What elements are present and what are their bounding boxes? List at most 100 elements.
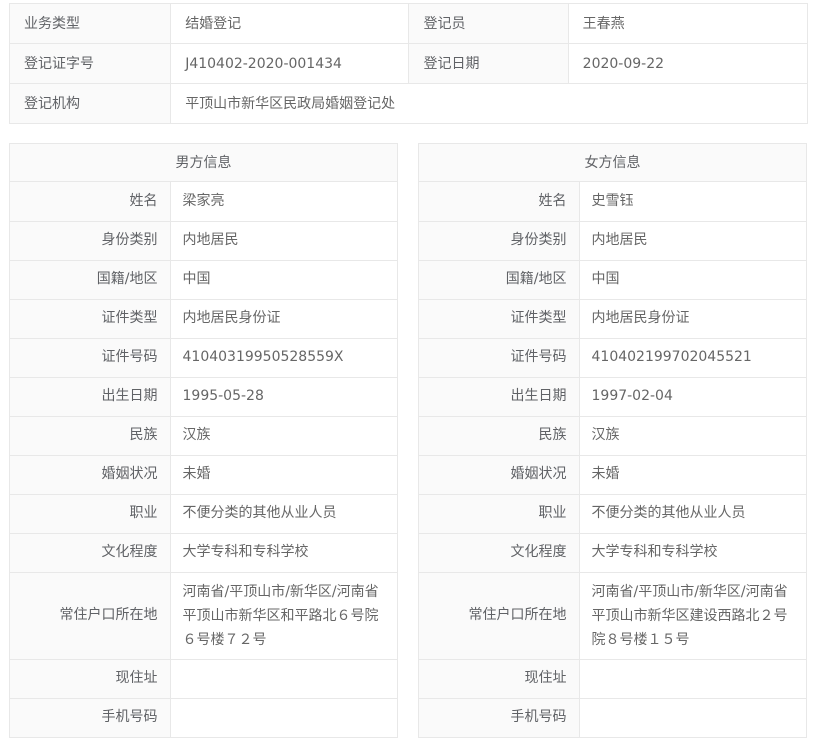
certificate-number-label: 登记证字号 — [9, 43, 172, 84]
female-field-label: 民族 — [419, 416, 580, 456]
female-field-label: 出生日期 — [419, 377, 580, 417]
table-row: 姓名 梁家亮 — [10, 182, 398, 222]
male-field-label: 证件号码 — [10, 338, 171, 378]
male-field-label: 民族 — [10, 416, 171, 456]
table-row: 出生日期 1997-02-04 — [419, 377, 807, 417]
female-field-value: 内地居民 — [579, 221, 807, 261]
male-info-panel: 男方信息 姓名 梁家亮 身份类别 内地居民 国籍/地区 中国 证件类型 内地居民身份证 证件号码… — [9, 143, 398, 738]
female-field-label: 婚姻状况 — [419, 455, 580, 495]
male-field-label: 出生日期 — [10, 377, 171, 417]
female-field-value — [579, 659, 807, 699]
male-field-value: 1995-05-28 — [170, 377, 398, 417]
male-field-value — [170, 659, 398, 699]
male-field-value: 河南省/平顶山市/新华区/河南省平顶山市新华区和平路北６号院６号楼７２号 — [170, 572, 398, 660]
male-field-value: 不便分类的其他从业人员 — [170, 494, 398, 534]
table-row: 婚姻状况 未婚 — [419, 455, 807, 495]
male-field-label: 手机号码 — [10, 698, 171, 738]
female-field-label: 手机号码 — [419, 698, 580, 738]
business-type-value: 结婚登记 — [170, 3, 410, 44]
female-field-value: 史雪钰 — [579, 182, 807, 222]
female-field-label: 常住户口所在地 — [419, 572, 580, 660]
table-row: 文化程度 大学专科和专科学校 — [10, 533, 398, 573]
table-row: 业务类型 结婚登记 登记员 王春燕 — [9, 3, 809, 44]
female-field-value: 410402199702045521 — [579, 338, 807, 378]
registration-date-label: 登记日期 — [408, 43, 569, 84]
table-row: 登记证字号 J410402-2020-001434 登记日期 2020-09-2… — [9, 43, 809, 84]
table-row: 国籍/地区 中国 — [419, 260, 807, 300]
male-field-value: 汉族 — [170, 416, 398, 456]
table-row: 常住户口所在地 河南省/平顶山市/新华区/河南省平顶山市新华区和平路北６号院６号楼… — [10, 572, 398, 660]
male-field-label: 现住址 — [10, 659, 171, 699]
female-field-label: 现住址 — [419, 659, 580, 699]
female-info-panel: 女方信息 姓名 史雪钰 身份类别 内地居民 国籍/地区 中国 证件类型 内地居民身份证 证件号码… — [418, 143, 807, 738]
male-field-value: 大学专科和专科学校 — [170, 533, 398, 573]
registration-date-value: 2020-09-22 — [568, 43, 809, 84]
table-row: 职业 不便分类的其他从业人员 — [10, 494, 398, 534]
registration-office-label: 登记机构 — [9, 83, 172, 124]
male-field-label: 身份类别 — [10, 221, 171, 261]
registration-office-value: 平顶山市新华区民政局婚姻登记处 — [170, 83, 808, 124]
table-row: 常住户口所在地 河南省/平顶山市/新华区/河南省平顶山市新华区建设西路北２号院８号… — [419, 572, 807, 660]
female-field-value: 内地居民身份证 — [579, 299, 807, 339]
male-field-value: 内地居民 — [170, 221, 398, 261]
table-row: 姓名 史雪钰 — [419, 182, 807, 222]
table-row: 证件类型 内地居民身份证 — [10, 299, 398, 339]
female-field-value: 大学专科和专科学校 — [579, 533, 807, 573]
male-field-value — [170, 698, 398, 738]
business-type-label: 业务类型 — [9, 3, 172, 44]
male-field-value: 未婚 — [170, 455, 398, 495]
male-field-value: 41040319950528559X — [170, 338, 398, 378]
table-row: 身份类别 内地居民 — [10, 221, 398, 261]
table-row: 手机号码 — [10, 698, 398, 738]
male-panel-title: 男方信息 — [10, 144, 398, 182]
female-field-value — [579, 698, 807, 738]
table-row: 民族 汉族 — [10, 416, 398, 456]
table-row: 国籍/地区 中国 — [10, 260, 398, 300]
registrar-label: 登记员 — [408, 3, 569, 44]
female-field-label: 国籍/地区 — [419, 260, 580, 300]
table-row: 民族 汉族 — [419, 416, 807, 456]
female-panel-title: 女方信息 — [419, 144, 807, 182]
male-field-label: 国籍/地区 — [10, 260, 171, 300]
party-info-panels: 男方信息 姓名 梁家亮 身份类别 内地居民 国籍/地区 中国 证件类型 内地居民身份证 证件号码… — [9, 143, 808, 738]
table-row: 婚姻状况 未婚 — [10, 455, 398, 495]
male-field-label: 常住户口所在地 — [10, 572, 171, 660]
female-field-label: 证件号码 — [419, 338, 580, 378]
male-field-label: 姓名 — [10, 182, 171, 222]
female-field-label: 姓名 — [419, 182, 580, 222]
male-field-label: 证件类型 — [10, 299, 171, 339]
table-row: 身份类别 内地居民 — [419, 221, 807, 261]
male-field-label: 婚姻状况 — [10, 455, 171, 495]
female-field-value: 未婚 — [579, 455, 807, 495]
table-row: 现住址 — [419, 659, 807, 699]
female-field-label: 职业 — [419, 494, 580, 534]
female-field-value: 1997-02-04 — [579, 377, 807, 417]
table-row: 出生日期 1995-05-28 — [10, 377, 398, 417]
male-field-label: 文化程度 — [10, 533, 171, 573]
table-row: 证件类型 内地居民身份证 — [419, 299, 807, 339]
table-row: 文化程度 大学专科和专科学校 — [419, 533, 807, 573]
female-field-value: 不便分类的其他从业人员 — [579, 494, 807, 534]
female-info-table: 姓名 史雪钰 身份类别 内地居民 国籍/地区 中国 证件类型 内地居民身份证 证件号码 41040… — [419, 182, 807, 738]
female-field-label: 文化程度 — [419, 533, 580, 573]
male-field-value: 内地居民身份证 — [170, 299, 398, 339]
female-field-value: 中国 — [579, 260, 807, 300]
table-row: 登记机构 平顶山市新华区民政局婚姻登记处 — [9, 83, 808, 124]
table-row: 证件号码 410402199702045521 — [419, 338, 807, 378]
female-field-label: 身份类别 — [419, 221, 580, 261]
male-field-value: 中国 — [170, 260, 398, 300]
male-info-table: 姓名 梁家亮 身份类别 内地居民 国籍/地区 中国 证件类型 内地居民身份证 证件号码 41040… — [10, 182, 398, 738]
table-row: 手机号码 — [419, 698, 807, 738]
male-field-value: 梁家亮 — [170, 182, 398, 222]
table-row: 证件号码 41040319950528559X — [10, 338, 398, 378]
female-field-value: 河南省/平顶山市/新华区/河南省平顶山市新华区建设西路北２号院８号楼１５号 — [579, 572, 807, 660]
registration-summary-table: 业务类型 结婚登记 登记员 王春燕 登记证字号 J410402-2020-001… — [9, 3, 809, 124]
table-row: 现住址 — [10, 659, 398, 699]
female-field-value: 汉族 — [579, 416, 807, 456]
female-field-label: 证件类型 — [419, 299, 580, 339]
table-row: 职业 不便分类的其他从业人员 — [419, 494, 807, 534]
male-field-label: 职业 — [10, 494, 171, 534]
registrar-value: 王春燕 — [568, 3, 809, 44]
certificate-number-value: J410402-2020-001434 — [170, 43, 410, 84]
